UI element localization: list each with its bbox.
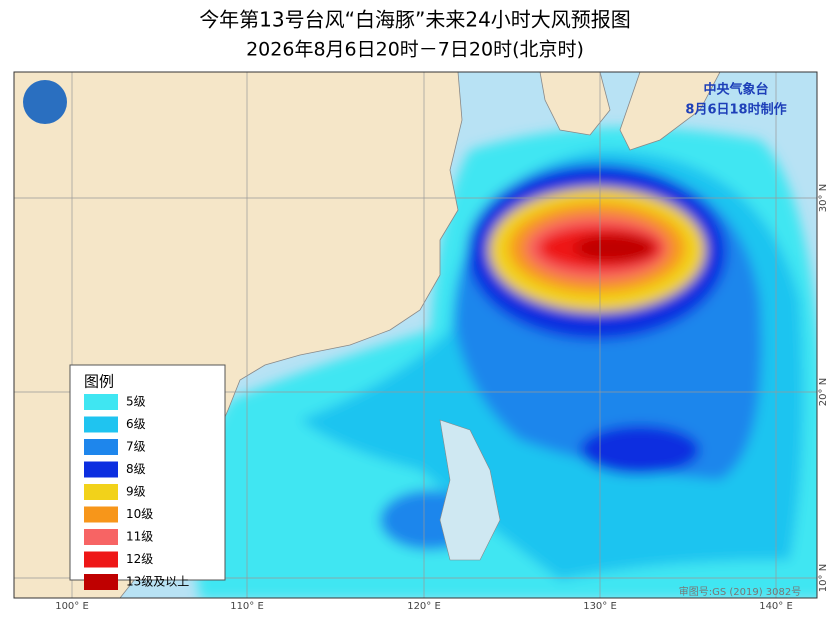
map-frame bbox=[13, 71, 818, 599]
lat-label: 20° N bbox=[818, 378, 829, 406]
legend-swatch bbox=[84, 394, 118, 410]
legend-swatch bbox=[84, 529, 118, 545]
wind-zone bbox=[580, 425, 700, 475]
lon-label: 130° E bbox=[583, 601, 617, 612]
legend-swatch bbox=[84, 439, 118, 455]
lat-label: 10° N bbox=[818, 564, 829, 592]
legend-label: 10级 bbox=[126, 507, 153, 521]
legend-label: 7级 bbox=[126, 440, 146, 454]
legend-swatch bbox=[84, 551, 118, 568]
lat-label: 30° N bbox=[818, 184, 829, 212]
subtitle: 2026年8月6日20时－7日20时(北京时) bbox=[246, 39, 584, 61]
lon-label: 110° E bbox=[230, 601, 264, 612]
legend-swatch bbox=[84, 416, 118, 433]
legend-label: 12级 bbox=[126, 552, 153, 566]
wind-zone bbox=[575, 234, 655, 262]
legend-label: 6级 bbox=[126, 417, 146, 431]
legend-label: 8级 bbox=[126, 462, 146, 476]
land-korea-japan bbox=[539, 72, 721, 151]
axis-labels: 100° E 110° E 120° E 130° E 140° E 30° N 20° N… bbox=[55, 184, 829, 612]
title: 今年第13号台风“白海豚”未来24小时大风预报图 bbox=[199, 8, 631, 32]
credit: 审图号:GS (2019) 3082号 bbox=[679, 585, 802, 598]
legend-label: 11级 bbox=[126, 530, 153, 544]
legend-swatch bbox=[84, 574, 118, 590]
issued: 8月6日18时制作 bbox=[685, 102, 786, 118]
lon-label: 120° E bbox=[407, 601, 441, 612]
legend-label: 13级及以上 bbox=[126, 575, 189, 589]
land-philippines bbox=[439, 419, 501, 561]
lon-label: 140° E bbox=[759, 601, 793, 612]
legend-swatch bbox=[84, 506, 118, 523]
lon-label: 100° E bbox=[55, 601, 89, 612]
legend-label: 9级 bbox=[126, 485, 146, 499]
logo bbox=[23, 80, 67, 124]
legend-title: 图例 bbox=[84, 373, 114, 391]
legend-swatch bbox=[84, 484, 118, 500]
wind-zones bbox=[194, 127, 817, 598]
legend: 5级 6级 7级 8级 9级 10级 11级 12级 13级及以上 bbox=[84, 394, 189, 590]
legend-swatch bbox=[84, 461, 118, 478]
legend-label: 5级 bbox=[126, 395, 146, 409]
agency: 中央气象台 bbox=[703, 82, 768, 98]
